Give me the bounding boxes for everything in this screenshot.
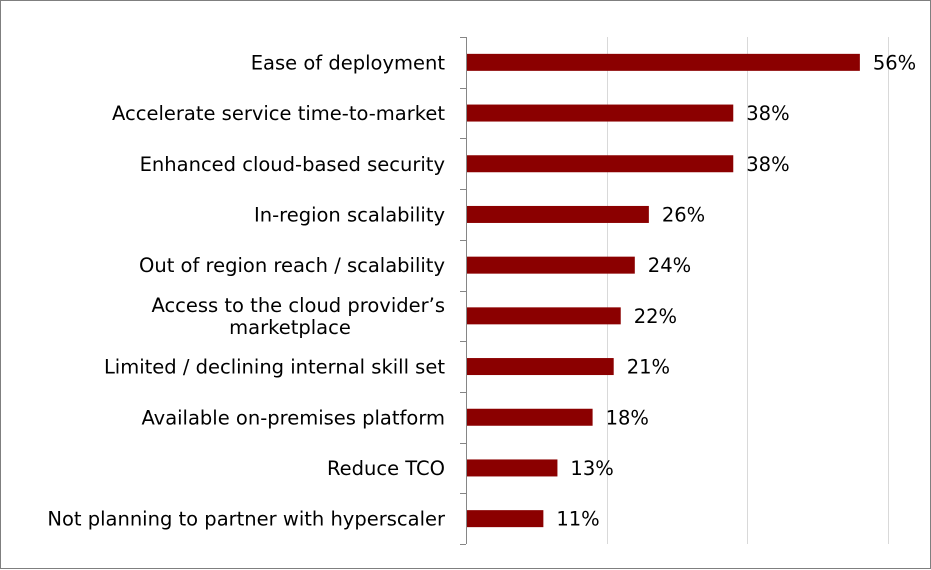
- bar: [467, 256, 635, 274]
- bar: [467, 205, 649, 223]
- category-tick-label: Limited / declining internal skill set: [104, 356, 445, 379]
- bar: [467, 155, 734, 173]
- category-tick-label: Reduce TCO: [327, 457, 445, 480]
- bar: [467, 358, 614, 376]
- data-label: 13%: [570, 457, 613, 480]
- category-tick-label: Accelerate service time-to-market: [112, 102, 445, 125]
- category-tick-label: Ease of deployment: [251, 51, 446, 74]
- bar: [467, 53, 860, 71]
- y-axis: [460, 37, 467, 545]
- bar: [467, 510, 544, 528]
- data-label: 24%: [648, 254, 691, 277]
- category-tick-label-line: marketplace: [229, 316, 351, 339]
- data-label: 22%: [634, 305, 677, 328]
- data-label: 21%: [627, 356, 670, 379]
- category-tick-label: Not planning to partner with hyperscaler: [47, 508, 446, 531]
- category-tick-label: Enhanced cloud-based security: [140, 153, 445, 176]
- data-label: 38%: [746, 153, 789, 176]
- value-labels: 56% 38% 38% 26% 24% 22% 21% 18% 13% 11%: [556, 51, 916, 530]
- data-label: 56%: [873, 51, 916, 74]
- data-label: 11%: [556, 508, 599, 531]
- bar: [467, 459, 558, 477]
- category-labels: Ease of deployment Accelerate service tim…: [47, 51, 446, 530]
- data-label: 18%: [606, 406, 649, 429]
- bar: [467, 307, 621, 325]
- data-label: 26%: [662, 203, 705, 226]
- data-label: 38%: [746, 102, 789, 125]
- category-tick-label: Out of region reach / scalability: [139, 254, 445, 277]
- category-tick-label-line: Access to the cloud provider’s: [151, 294, 445, 317]
- category-tick-label: Access to the cloud provider’s marketplac…: [151, 294, 445, 339]
- bars: [467, 53, 860, 528]
- category-tick-label: Available on-premises platform: [141, 406, 445, 429]
- category-tick-label: In-region scalability: [254, 203, 445, 226]
- bar: [467, 408, 593, 426]
- bar: [467, 104, 734, 122]
